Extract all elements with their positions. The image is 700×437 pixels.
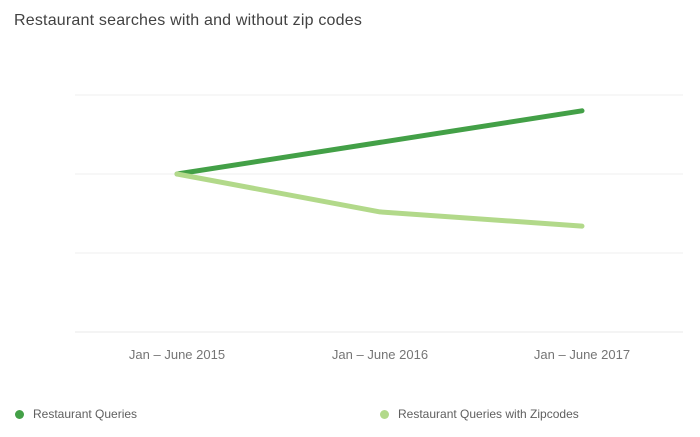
- series-line: [174, 171, 585, 229]
- legend: Restaurant Queries Restaurant Queries wi…: [0, 405, 700, 427]
- legend-label: Restaurant Queries: [33, 407, 138, 421]
- legend-dot-icon: [15, 409, 24, 419]
- x-tick-label-2016: Jan – June 2016: [331, 347, 429, 362]
- series-lines: [174, 108, 585, 229]
- x-tick-label-2015: Jan – June 2015: [128, 347, 226, 362]
- legend-item-restaurant-queries: Restaurant Queries: [15, 405, 137, 423]
- x-tick-label-2017: Jan – June 2017: [533, 347, 631, 362]
- x-axis: Jan – June 2015 Jan – June 2016 Jan – Ju…: [0, 347, 700, 363]
- legend-label: Restaurant Queries with Zipcodes: [398, 407, 579, 421]
- chart-title: Restaurant searches with and without zip…: [14, 12, 363, 29]
- legend-item-restaurant-queries-with-zipcodes: Restaurant Queries with Zipcodes: [380, 405, 579, 423]
- series-line: [174, 108, 585, 177]
- legend-dot-icon: [380, 409, 389, 419]
